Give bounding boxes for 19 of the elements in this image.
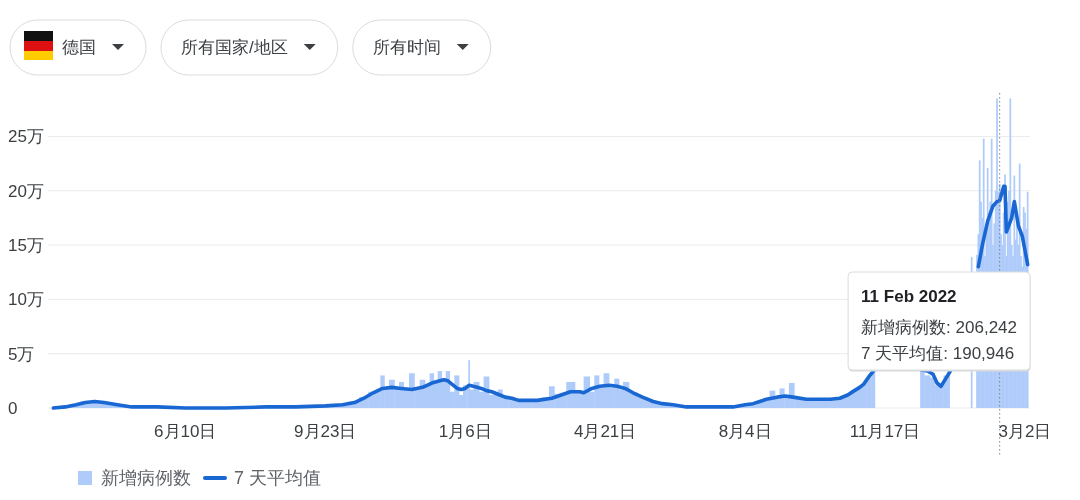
y-tick-label: 20万	[8, 181, 44, 201]
x-tick-label: 1月6日	[438, 422, 492, 441]
x-tick-label: 11月17日	[849, 422, 921, 441]
x-tick-label: 4月21日	[573, 422, 637, 441]
y-tick-label: 25万	[8, 127, 44, 147]
x-tick-label: 3月2日	[998, 422, 1052, 441]
annotation: 11 Feb 2022	[861, 287, 957, 306]
y-tick-label: 5万	[8, 344, 35, 364]
y-tick-label: 15万	[8, 236, 44, 256]
tooltip: 11 Feb 2022 新增病例数: 206,242 7 天平均值: 190,946	[847, 271, 1031, 372]
annotation: 7 天平均值: 190,946	[861, 344, 1015, 363]
annotation: 新增病例数: 206,242	[861, 318, 1017, 337]
legend-label: 7 天平均值	[234, 468, 322, 488]
y-tick-label: 10万	[8, 290, 44, 310]
x-tick-label: 6月10日	[154, 422, 217, 441]
x-tick-label: 9月23日	[294, 422, 357, 441]
x-tick-label: 8月4日	[718, 422, 772, 441]
y-tick-label: 0	[8, 399, 18, 418]
legend-label: 新增病例数	[101, 468, 191, 488]
